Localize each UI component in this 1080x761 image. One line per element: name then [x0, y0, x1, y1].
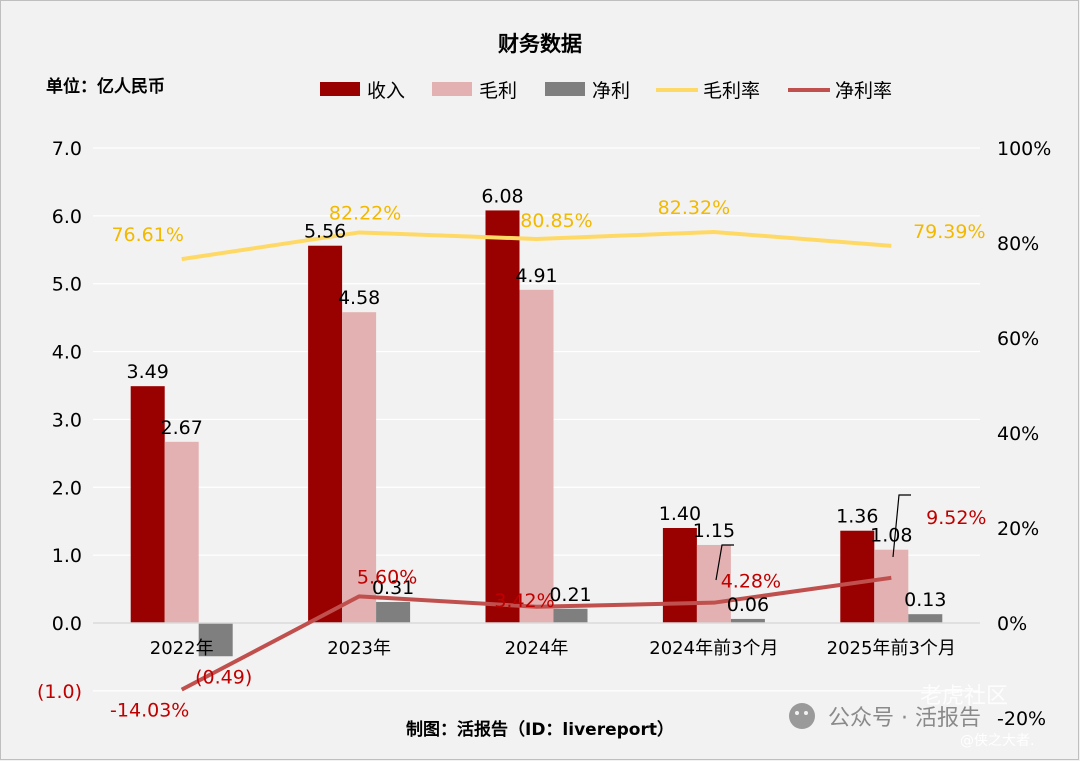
bar-value-label: (0.49): [195, 666, 252, 688]
legend-label: 净利: [592, 80, 630, 102]
bar-value-label: 0.13: [904, 589, 946, 611]
y-right-tick-label: 0%: [997, 613, 1027, 635]
bar-value-label: 0.21: [549, 584, 591, 606]
x-category-label: 2025年前3个月: [827, 638, 956, 659]
wechat-icon-eye-left: [795, 711, 799, 715]
bar-value-label: 0.31: [372, 577, 414, 599]
bar-收入: [130, 386, 165, 623]
legend-label: 毛利率: [703, 80, 760, 102]
y-left-tick-label: 4.0: [52, 342, 82, 364]
line-value-label: 3.42%: [494, 590, 554, 612]
y-right-tick-label: 20%: [997, 518, 1039, 540]
line-毛利率: [181, 229, 892, 262]
x-category-label: 2022年: [150, 638, 214, 659]
bar-毛利: [696, 544, 731, 623]
bar-收入: [662, 528, 697, 623]
legend-swatch-净利: [545, 82, 585, 96]
bar-收入: [840, 530, 875, 623]
line-value-label: 5.60%: [357, 566, 417, 588]
leader-line: [892, 494, 911, 558]
bar-value-label: 1.36: [836, 506, 878, 528]
unit-label: 单位：亿人民币: [46, 76, 165, 97]
y-right-tick-label: 60%: [997, 328, 1039, 350]
line-value-label: 9.52%: [926, 507, 986, 529]
leader-line: [715, 544, 734, 581]
bar-value-label: 3.49: [127, 361, 169, 383]
y-left-tick-label: 6.0: [52, 206, 82, 228]
x-axis: 2022年 2023年 2024年 2024年前3个月 2025年前3个月: [150, 638, 956, 659]
y-right-tick-label: 80%: [997, 233, 1039, 255]
bar-收入: [485, 210, 520, 623]
bar-净利: [376, 601, 411, 623]
y-axis-left: 7.0 6.0 5.0 4.0 3.0 2.0 1.0 0.0 (1.0): [37, 138, 82, 703]
x-category-label: 2023年: [327, 638, 391, 659]
bars: [130, 210, 943, 657]
bar-净利: [908, 614, 943, 623]
legend: 收入 毛利 净利 毛利率 净利率: [320, 80, 892, 102]
y-left-tick-label: 0.0: [52, 613, 82, 635]
legend-label: 净利率: [835, 80, 892, 102]
chart-footer: 制图：活报告（ID：livereport）: [406, 719, 674, 740]
watermark: 公众号 · 活报告 老虎社区 @侠之大者.: [789, 684, 1034, 749]
bar-毛利: [874, 549, 909, 623]
y-left-tick-label: (1.0): [37, 681, 82, 703]
y-left-tick-label: 5.0: [52, 274, 82, 296]
y-left-tick-label: 2.0: [52, 477, 82, 499]
bar-收入: [308, 245, 343, 623]
y-right-tick-label: -20%: [997, 708, 1046, 730]
wechat-icon: [789, 703, 815, 729]
wechat-icon-eye-right: [804, 711, 808, 715]
data-labels: 3.49 5.56 6.08 1.40 1.36 2.67 4.58 4.91 1.15 1.08…: [110, 185, 986, 721]
chart-title: 财务数据: [498, 32, 582, 56]
line-value-label: -14.03%: [110, 700, 189, 722]
bar-value-label: 4.58: [338, 287, 380, 309]
watermark-account: 公众号 · 活报告: [828, 706, 981, 731]
line-value-label: 82.22%: [329, 202, 401, 224]
watermark-handle: @侠之大者.: [960, 733, 1034, 749]
line-value-label: 4.28%: [721, 571, 781, 593]
legend-swatch-毛利: [432, 82, 472, 96]
bar-value-label: 1.15: [693, 520, 735, 542]
y-axis-right: 100% 80% 60% 40% 20% 0% -20%: [997, 138, 1051, 730]
line-value-label: 82.32%: [658, 197, 730, 219]
bar-value-label: 1.40: [659, 503, 701, 525]
bar-value-label: 5.56: [304, 221, 346, 243]
y-left-tick-label: 7.0: [52, 138, 82, 160]
legend-swatch-收入: [320, 82, 360, 96]
rate-lines: [180, 229, 892, 692]
bar-净利: [730, 618, 765, 623]
watermark-source: 老虎社区: [920, 684, 1008, 709]
line-value-label: 76.61%: [111, 224, 183, 246]
y-left-tick-label: 1.0: [52, 545, 82, 567]
bar-value-label: 6.08: [481, 185, 523, 207]
x-category-label: 2024年前3个月: [649, 638, 778, 659]
legend-label: 收入: [367, 80, 405, 102]
line-value-label: 80.85%: [520, 210, 592, 232]
bar-value-label: 4.91: [515, 265, 557, 287]
bar-value-label: 0.06: [727, 594, 769, 616]
bar-毛利: [519, 289, 554, 623]
y-left-tick-label: 3.0: [52, 409, 82, 431]
bar-净利: [198, 623, 233, 657]
bar-净利: [553, 608, 588, 623]
legend-label: 毛利: [479, 80, 517, 102]
y-right-tick-label: 40%: [997, 423, 1039, 445]
bar-value-label: 1.08: [870, 525, 912, 547]
y-right-tick-label: 100%: [997, 138, 1051, 160]
line-净利率: [180, 575, 892, 692]
bar-value-label: 2.67: [161, 417, 203, 439]
line-value-label: 79.39%: [913, 221, 985, 243]
x-category-label: 2024年: [505, 638, 569, 659]
bar-毛利: [342, 312, 377, 623]
bar-毛利: [164, 441, 199, 623]
